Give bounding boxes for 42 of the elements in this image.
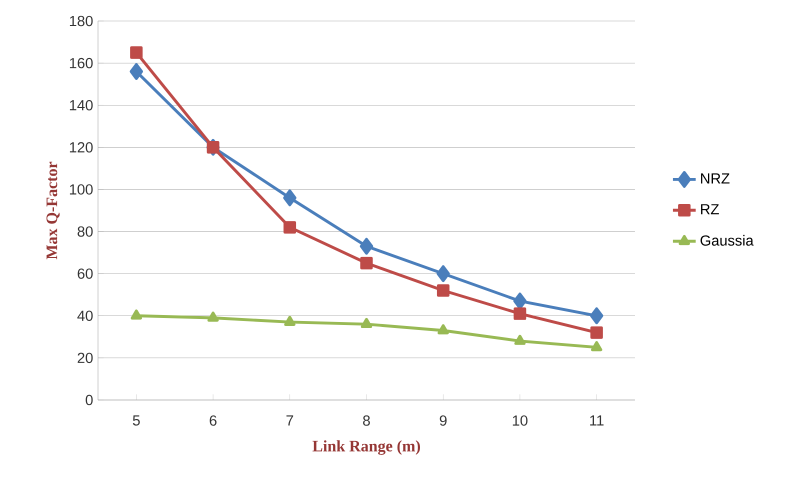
point xyxy=(513,292,527,310)
x-tick-label: 7 xyxy=(286,415,294,426)
point xyxy=(283,189,296,206)
point xyxy=(206,141,220,154)
x-axis-title: Link Range (m) xyxy=(312,440,420,455)
x-tick-label: 9 xyxy=(440,415,447,426)
point xyxy=(284,316,296,326)
point xyxy=(130,63,144,80)
point xyxy=(590,326,603,339)
x-tick-label: 8 xyxy=(363,415,370,426)
point xyxy=(284,221,296,234)
point xyxy=(130,46,143,59)
point xyxy=(514,334,526,345)
y-tick-label: 20 xyxy=(78,352,93,364)
y-tick-label: 100 xyxy=(70,184,93,195)
point xyxy=(360,256,373,270)
legend-label: NRZ xyxy=(701,173,730,184)
y-tick-label: 180 xyxy=(70,16,93,26)
point xyxy=(360,238,374,255)
point xyxy=(514,307,526,320)
y-tick-label: 0 xyxy=(86,394,93,406)
legend-label: Gaussia xyxy=(700,234,754,246)
point xyxy=(207,312,219,322)
point xyxy=(591,341,602,352)
x-tick-label: 11 xyxy=(590,415,604,426)
point xyxy=(438,324,449,334)
point xyxy=(130,309,142,320)
y-tick-label: 160 xyxy=(70,58,93,68)
y-tick-label: 40 xyxy=(77,310,93,321)
point xyxy=(436,265,450,282)
legend-label: RZ xyxy=(701,204,719,214)
y-tick-label: 120 xyxy=(70,142,93,153)
y-tick-label: 80 xyxy=(78,226,93,237)
point xyxy=(590,307,604,324)
point xyxy=(436,284,450,297)
point xyxy=(360,318,372,328)
y-tick-label: 140 xyxy=(70,100,93,110)
y-tick-label: 60 xyxy=(78,268,93,279)
x-tick-label: 6 xyxy=(210,415,217,426)
x-tick-label: 5 xyxy=(132,415,140,426)
x-tick-label: 10 xyxy=(512,415,528,426)
y-axis-title: Max Q-Factor xyxy=(46,162,60,260)
